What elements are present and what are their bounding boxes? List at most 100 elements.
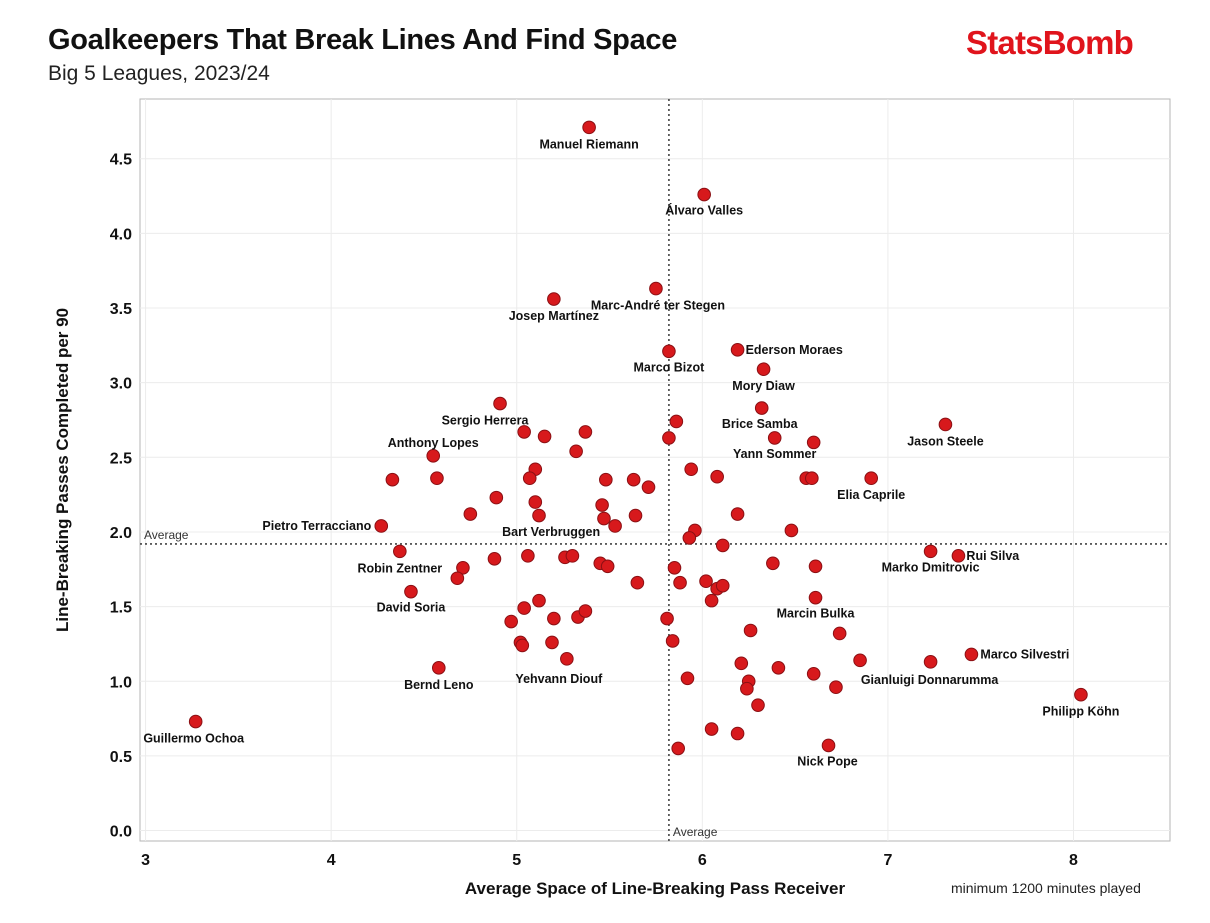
x-tick-labels: 3 4 5 6 7 8 <box>141 852 1078 869</box>
data-point <box>715 578 730 593</box>
data-point <box>938 417 953 432</box>
x-axis-label: Average Space of Line-Breaking Pass Rece… <box>465 879 846 898</box>
data-point <box>832 626 847 641</box>
data-point <box>662 344 676 359</box>
average-lines: Average Average <box>140 99 1170 841</box>
y-tick-label: 3.5 <box>110 301 132 318</box>
point-label: Guillermo Ochoa <box>143 732 245 746</box>
data-point <box>504 614 518 629</box>
data-point <box>578 425 593 439</box>
point-label: Pietro Terracciano <box>262 519 371 533</box>
data-point <box>626 472 641 487</box>
point-label: Sergio Herrera <box>442 414 530 428</box>
point-label: Marco Bizot <box>633 360 705 374</box>
data-point <box>697 187 711 202</box>
data-points <box>188 120 1088 756</box>
data-point <box>662 431 676 445</box>
data-point <box>806 435 821 450</box>
point-label: Yehvann Diouf <box>515 672 603 686</box>
data-point <box>667 560 682 575</box>
y-tick-label: 3.0 <box>110 376 132 393</box>
point-label: Bernd Leno <box>404 678 474 692</box>
point-label: Anthony Lopes <box>388 436 479 450</box>
data-point <box>430 471 444 486</box>
data-point <box>756 362 771 377</box>
data-point <box>704 593 719 608</box>
data-point <box>951 549 966 563</box>
data-point <box>489 490 504 505</box>
plot-area <box>139 98 1171 842</box>
point-label: Marc-André ter Stegen <box>591 299 725 313</box>
data-point <box>771 661 786 675</box>
data-point <box>597 511 611 526</box>
data-point <box>1074 687 1088 702</box>
data-point <box>517 425 531 439</box>
data-point <box>684 462 698 477</box>
data-point <box>673 575 687 590</box>
data-point <box>641 480 656 494</box>
point-label: Yann Sommer <box>733 447 816 461</box>
x-tick-label: 8 <box>1069 852 1078 869</box>
data-point <box>964 647 979 662</box>
data-point <box>808 559 823 574</box>
y-axis-label: Line-Breaking Passes Completed per 90 <box>53 308 72 632</box>
data-point <box>710 469 724 484</box>
data-point <box>704 722 719 736</box>
point-label: Philipp Köhn <box>1042 705 1119 719</box>
data-point <box>767 431 782 445</box>
x-tick-label: 7 <box>883 852 892 869</box>
data-point <box>715 538 730 553</box>
data-point <box>188 714 203 729</box>
point-label: Ederson Moraes <box>746 343 843 357</box>
data-point <box>660 611 674 626</box>
point-label: David Soria <box>377 601 447 615</box>
data-point <box>404 584 418 599</box>
y-tick-label: 2.0 <box>110 525 132 542</box>
data-point <box>537 429 552 444</box>
y-tick-label: 1.0 <box>110 674 132 691</box>
y-tick-label: 4.5 <box>110 152 132 169</box>
y-tick-labels: 0.0 0.5 1.0 1.5 2.0 2.5 3.0 3.5 4.0 4.5 <box>110 152 132 841</box>
data-point <box>699 574 713 589</box>
data-point <box>560 652 574 666</box>
data-point <box>522 471 537 486</box>
y-tick-label: 4.0 <box>110 226 132 243</box>
data-point <box>532 508 546 523</box>
data-point <box>806 666 821 681</box>
data-point <box>766 556 780 571</box>
data-point <box>751 698 765 712</box>
x-tick-label: 5 <box>512 852 521 869</box>
data-point <box>808 590 823 605</box>
data-point <box>565 549 580 563</box>
data-point <box>515 638 530 653</box>
data-point <box>599 472 613 487</box>
data-point <box>743 623 758 638</box>
data-point <box>578 604 593 618</box>
data-point <box>493 396 507 411</box>
point-label: Álvaro Valles <box>665 203 743 218</box>
data-point <box>393 544 407 559</box>
data-point <box>547 611 561 626</box>
data-point <box>528 495 543 509</box>
point-label: Manuel Riemann <box>539 137 638 151</box>
point-labels: Manuel Riemann Álvaro Valles Marc-André te… <box>143 137 1119 768</box>
y-tick-label: 0.5 <box>110 749 132 766</box>
data-point <box>456 560 470 575</box>
data-point <box>385 472 400 487</box>
data-point <box>669 414 684 429</box>
data-point <box>671 741 685 756</box>
data-point <box>665 634 680 648</box>
data-point <box>487 552 502 566</box>
brand-logo: StatsBomb <box>966 24 1134 61</box>
data-point <box>463 507 478 521</box>
chart-subtitle: Big 5 Leagues, 2023/24 <box>48 62 270 85</box>
data-point <box>628 508 643 523</box>
point-label: Josep Martínez <box>509 309 599 323</box>
x-tick-label: 4 <box>327 852 336 869</box>
data-point <box>630 575 645 590</box>
data-point <box>923 655 938 669</box>
x-tick-label: 6 <box>698 852 707 869</box>
y-tick-label: 0.0 <box>110 824 132 841</box>
y-tick-label: 1.5 <box>110 600 132 617</box>
x-average-label: Average <box>673 825 718 839</box>
